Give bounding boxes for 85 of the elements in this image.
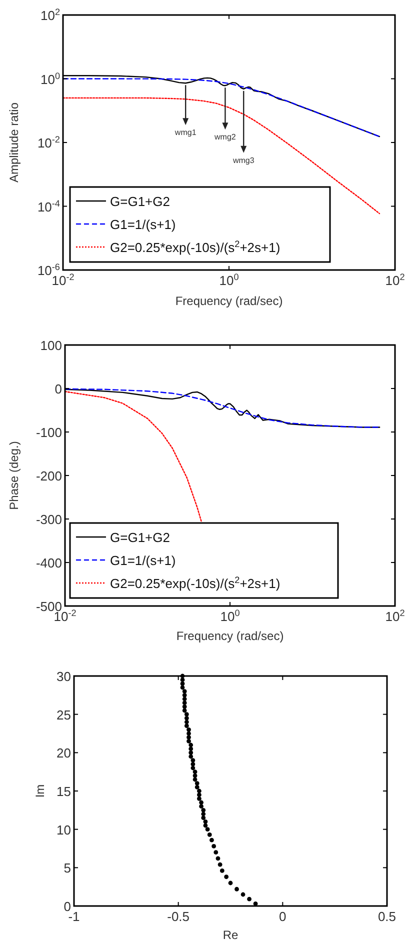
y-tick-label: 10$^{2}$: [40, 7, 60, 23]
y-axis-title: Amplitude ratio: [7, 102, 21, 183]
point: [210, 838, 214, 842]
y-tick-label: 20: [56, 746, 71, 761]
legend-label: G2=0.25*exp(-10s)/(s$^{2}$+2s+1): [110, 575, 280, 591]
point: [180, 678, 185, 682]
annotation: wmg3: [232, 156, 255, 165]
y-tick-label: -300: [36, 512, 62, 527]
point: [234, 886, 239, 892]
point: [201, 816, 206, 820]
legend-label: G1=1/(s+1): [110, 217, 176, 232]
point: [253, 902, 258, 906]
annotation: wmg1: [174, 128, 197, 138]
legend-label: G=G1+G2: [110, 530, 170, 545]
point: [192, 777, 198, 782]
point: [228, 880, 233, 886]
point: [220, 868, 224, 873]
point: [197, 788, 202, 794]
point: [199, 804, 204, 809]
point: [218, 862, 222, 867]
y-axis-title: Im: [33, 784, 47, 798]
y-tick-label: 0: [54, 382, 62, 396]
point: [184, 712, 189, 717]
x-axis-title: Frequency (rad/sec): [175, 294, 283, 308]
y-tick-label: 30: [56, 669, 71, 684]
y-tick-label: -200: [36, 468, 62, 484]
x-tick-label: 0: [279, 909, 286, 924]
legend-label: G2=0.25*exp(-10s)/(s$^{2}$+2s+1): [110, 239, 280, 255]
x-tick-label: 10$^{2}$: [385, 272, 405, 288]
y-tick-label: 0: [64, 899, 71, 914]
y-tick-label: 15: [56, 784, 71, 799]
point: [199, 800, 204, 805]
x-tick-label: 10$^{0}$: [219, 272, 239, 288]
x-tick-label: 0.5: [378, 909, 396, 924]
point: [192, 770, 198, 774]
x-axis-title: Frequency (rad/sec): [176, 629, 284, 643]
point: [201, 812, 206, 816]
point: [182, 689, 187, 694]
point: [186, 738, 191, 744]
point: [224, 874, 229, 880]
point: [190, 758, 196, 763]
point: [212, 844, 216, 848]
point: [184, 724, 189, 728]
point: [240, 892, 246, 897]
y-tick-label: 10$^{-4}$: [37, 198, 60, 214]
x-tick-label: 10$^{0}$: [220, 608, 240, 624]
point: [186, 735, 191, 740]
point: [201, 808, 206, 812]
annotation: wmg2: [214, 132, 236, 142]
point: [197, 792, 202, 798]
point: [188, 742, 194, 748]
y-tick-label: 10$^{-2}$: [37, 134, 60, 150]
y-tick-label: 5: [64, 860, 71, 876]
point: [186, 731, 191, 736]
point: [182, 704, 187, 709]
legend-label: G=G1+G2: [110, 194, 170, 209]
point: [188, 750, 194, 755]
point: [180, 685, 185, 690]
point: [203, 819, 208, 824]
point: [188, 746, 194, 752]
point: [186, 727, 191, 732]
y-axis-title: Phase (deg.): [7, 441, 21, 510]
legend-label: G1=1/(s+1): [110, 553, 176, 568]
y-tick-label: 10$^{0}$: [40, 70, 60, 87]
point: [182, 692, 187, 698]
point: [182, 700, 187, 706]
y-tick-label: -400: [36, 556, 62, 570]
point: [194, 784, 200, 790]
point: [188, 754, 194, 759]
y-tick-label: 100: [40, 338, 62, 353]
y-tick-label: -100: [36, 425, 62, 440]
point: [207, 832, 212, 837]
x-tick-label: -0.5: [167, 909, 190, 924]
point: [205, 827, 210, 832]
x-axis-title: Re: [222, 928, 238, 942]
point: [184, 716, 189, 720]
point: [184, 720, 189, 724]
point: [216, 856, 220, 861]
x-tick-label: 10$^{2}$: [385, 608, 405, 624]
point: [214, 850, 218, 855]
point: [247, 896, 252, 902]
y-tick-label: 10: [56, 822, 71, 838]
point: [197, 796, 202, 801]
point: [194, 781, 200, 786]
y-tick-label: 25: [56, 707, 71, 722]
